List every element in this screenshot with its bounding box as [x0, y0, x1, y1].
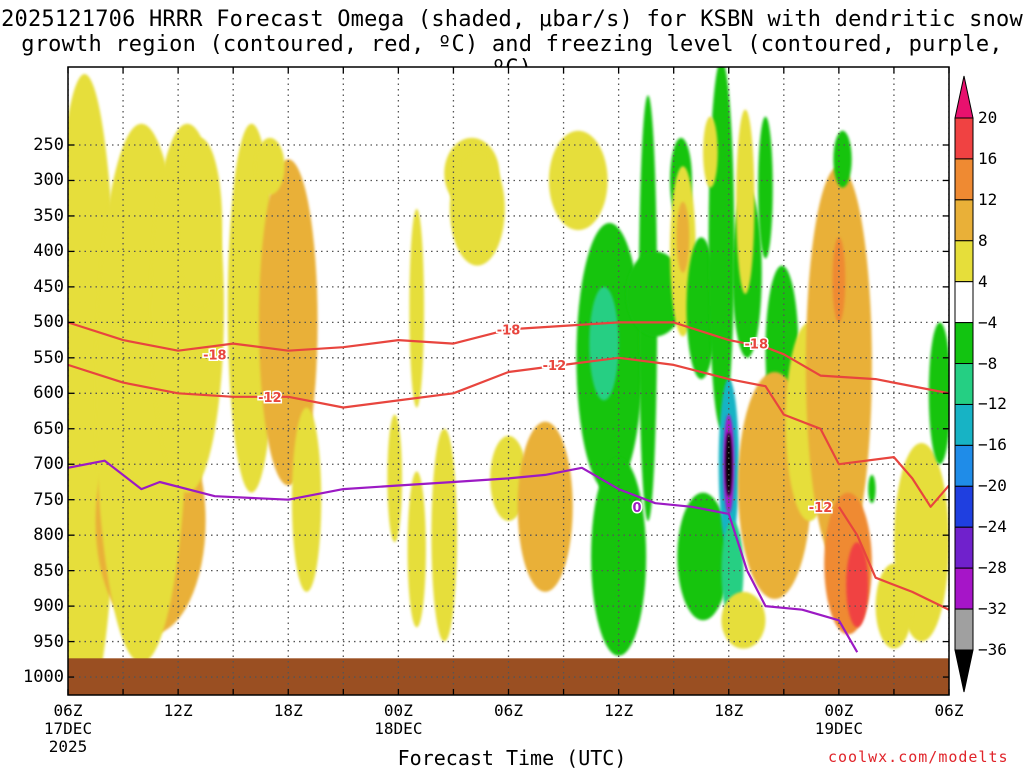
omega-cell-10 [387, 414, 403, 543]
colorbar-swatch-12 [954, 608, 974, 651]
omega-cell-9 [291, 407, 322, 592]
chart-title-line-2: growth region (contoured, red, ºC) and f… [21, 32, 1003, 81]
omega-cell-20 [589, 286, 619, 401]
x-tick-label: 17DEC [43, 719, 93, 738]
x-tick-label: 18Z [714, 701, 744, 720]
colorbar-label-0: 20 [978, 108, 998, 127]
colorbar-swatch-5 [954, 322, 974, 365]
y-tick-label-700: 700 [33, 454, 64, 475]
colorbar-swatch-11 [954, 567, 974, 610]
contour-freezing-level [68, 459, 859, 653]
x-tick-label: 06Z [494, 701, 523, 720]
y-tick-label-750: 750 [33, 489, 64, 510]
colorbar-label-4: 4 [978, 271, 988, 291]
y-tick-label-800: 800 [33, 525, 64, 546]
source-credit: coolwx.com/modelts [828, 748, 1009, 766]
y-tick-label-550: 550 [33, 347, 64, 368]
contour-label-dgz-minus18-1: -18 [497, 323, 521, 338]
x-tick-label: 06Z [934, 701, 964, 720]
omega-cell-8 [255, 137, 285, 195]
contour-label-dgz-minus12-1: -12 [543, 359, 567, 374]
omega-cell-21 [591, 457, 647, 656]
x-tick-label: 19DEC [814, 719, 863, 738]
omega-cell-12 [407, 471, 426, 628]
colorbar-label-3: 8 [978, 230, 988, 250]
y-tick-label-900: 900 [33, 596, 64, 617]
omega-cell-44 [833, 130, 852, 188]
x-tick-label: 2025 [48, 737, 88, 756]
omega-cell-32 [736, 109, 755, 294]
y-tick-label-400: 400 [33, 241, 64, 262]
colorbar-label-11: −28 [978, 558, 1007, 578]
colorbar-swatch-7 [954, 403, 974, 446]
contour-label-freezing-level-0: 0 [632, 501, 641, 516]
omega-cell-33 [758, 116, 773, 259]
colorbar-swatch-4 [954, 281, 974, 324]
colorbar-label-10: −24 [978, 517, 1007, 537]
contour-label-dgz-minus12-2: -12 [809, 501, 833, 516]
colorbar-label-13: −36 [978, 640, 1007, 659]
colorbar-swatch-9 [954, 485, 974, 528]
x-tick-label: 12Z [163, 701, 193, 720]
omega-cell-28 [708, 67, 735, 429]
colorbar-label-8: −16 [978, 435, 1007, 455]
contour-label-dgz-minus18-2: -18 [745, 338, 769, 353]
colorbar-bottom-arrow [954, 649, 974, 693]
omega-cell-23 [625, 251, 685, 337]
x-tick-label: 18Z [273, 701, 303, 720]
x-tick-label: 00Z [824, 701, 854, 720]
y-tick-label-300: 300 [33, 170, 64, 191]
omega-cell-5 [178, 137, 223, 309]
omega-cell-29 [703, 116, 718, 188]
omega-cell-46 [846, 542, 869, 628]
colorbar-label-9: −20 [978, 476, 1007, 496]
omega-cell-26 [676, 201, 690, 273]
colorbar-label-5: −4 [978, 312, 998, 332]
contour-dgz-lower-lobe [837, 506, 949, 611]
omega-cell-49 [868, 474, 876, 504]
colorbar-label-12: −32 [978, 599, 1007, 619]
colorbar-swatch-8 [954, 444, 974, 487]
omega-cell-40 [721, 591, 766, 649]
y-tick-label-250: 250 [33, 135, 64, 155]
contour-label-dgz-minus18-0: -18 [203, 348, 227, 363]
y-tick-label-650: 650 [33, 418, 64, 439]
colorbar-swatch-10 [954, 526, 974, 569]
y-tick-label-600: 600 [33, 383, 64, 404]
colorbar-swatch-1 [954, 158, 974, 201]
x-tick-label: 06Z [53, 701, 83, 720]
colorbar-label-6: −8 [978, 353, 998, 373]
colorbar-swatch-0 [954, 117, 974, 160]
x-axis-title: Forecast Time (UTC) [397, 746, 627, 770]
y-tick-label-500: 500 [33, 312, 64, 333]
x-tick-label: 18DEC [374, 719, 423, 738]
x-tick-label: 00Z [383, 701, 413, 720]
omega-cell-30 [677, 492, 729, 621]
omega-cell-17 [449, 152, 505, 266]
colorbar-label-1: 16 [978, 148, 998, 168]
colorbar-swatch-6 [954, 363, 974, 405]
colorbar-swatch-2 [954, 199, 974, 242]
omega-cell-16 [517, 421, 573, 592]
chart-title-line-1: 2025121706 HRRR Forecast Omega (shaded, … [1, 7, 1023, 32]
colorbar-label-7: −12 [978, 394, 1007, 414]
colorbar-swatch-3 [954, 240, 974, 283]
omega-cell-43 [832, 237, 846, 323]
contour-dgz-minus18 [68, 321, 949, 395]
contour-label-dgz-minus12-0: -12 [258, 391, 282, 406]
omega-cell-11 [409, 208, 425, 408]
y-tick-label-350: 350 [33, 205, 64, 226]
colorbar-top-arrow [954, 75, 974, 119]
colorbar-label-2: 12 [978, 189, 998, 209]
y-tick-label-950: 950 [33, 631, 64, 652]
x-tick-label: 12Z [604, 701, 634, 720]
contour-dgz-minus12 [68, 356, 949, 508]
y-tick-label-850: 850 [33, 560, 64, 581]
omega-cell-27 [686, 237, 716, 380]
y-tick-label-1000: 1000 [23, 667, 64, 688]
y-tick-label-450: 450 [33, 276, 64, 297]
